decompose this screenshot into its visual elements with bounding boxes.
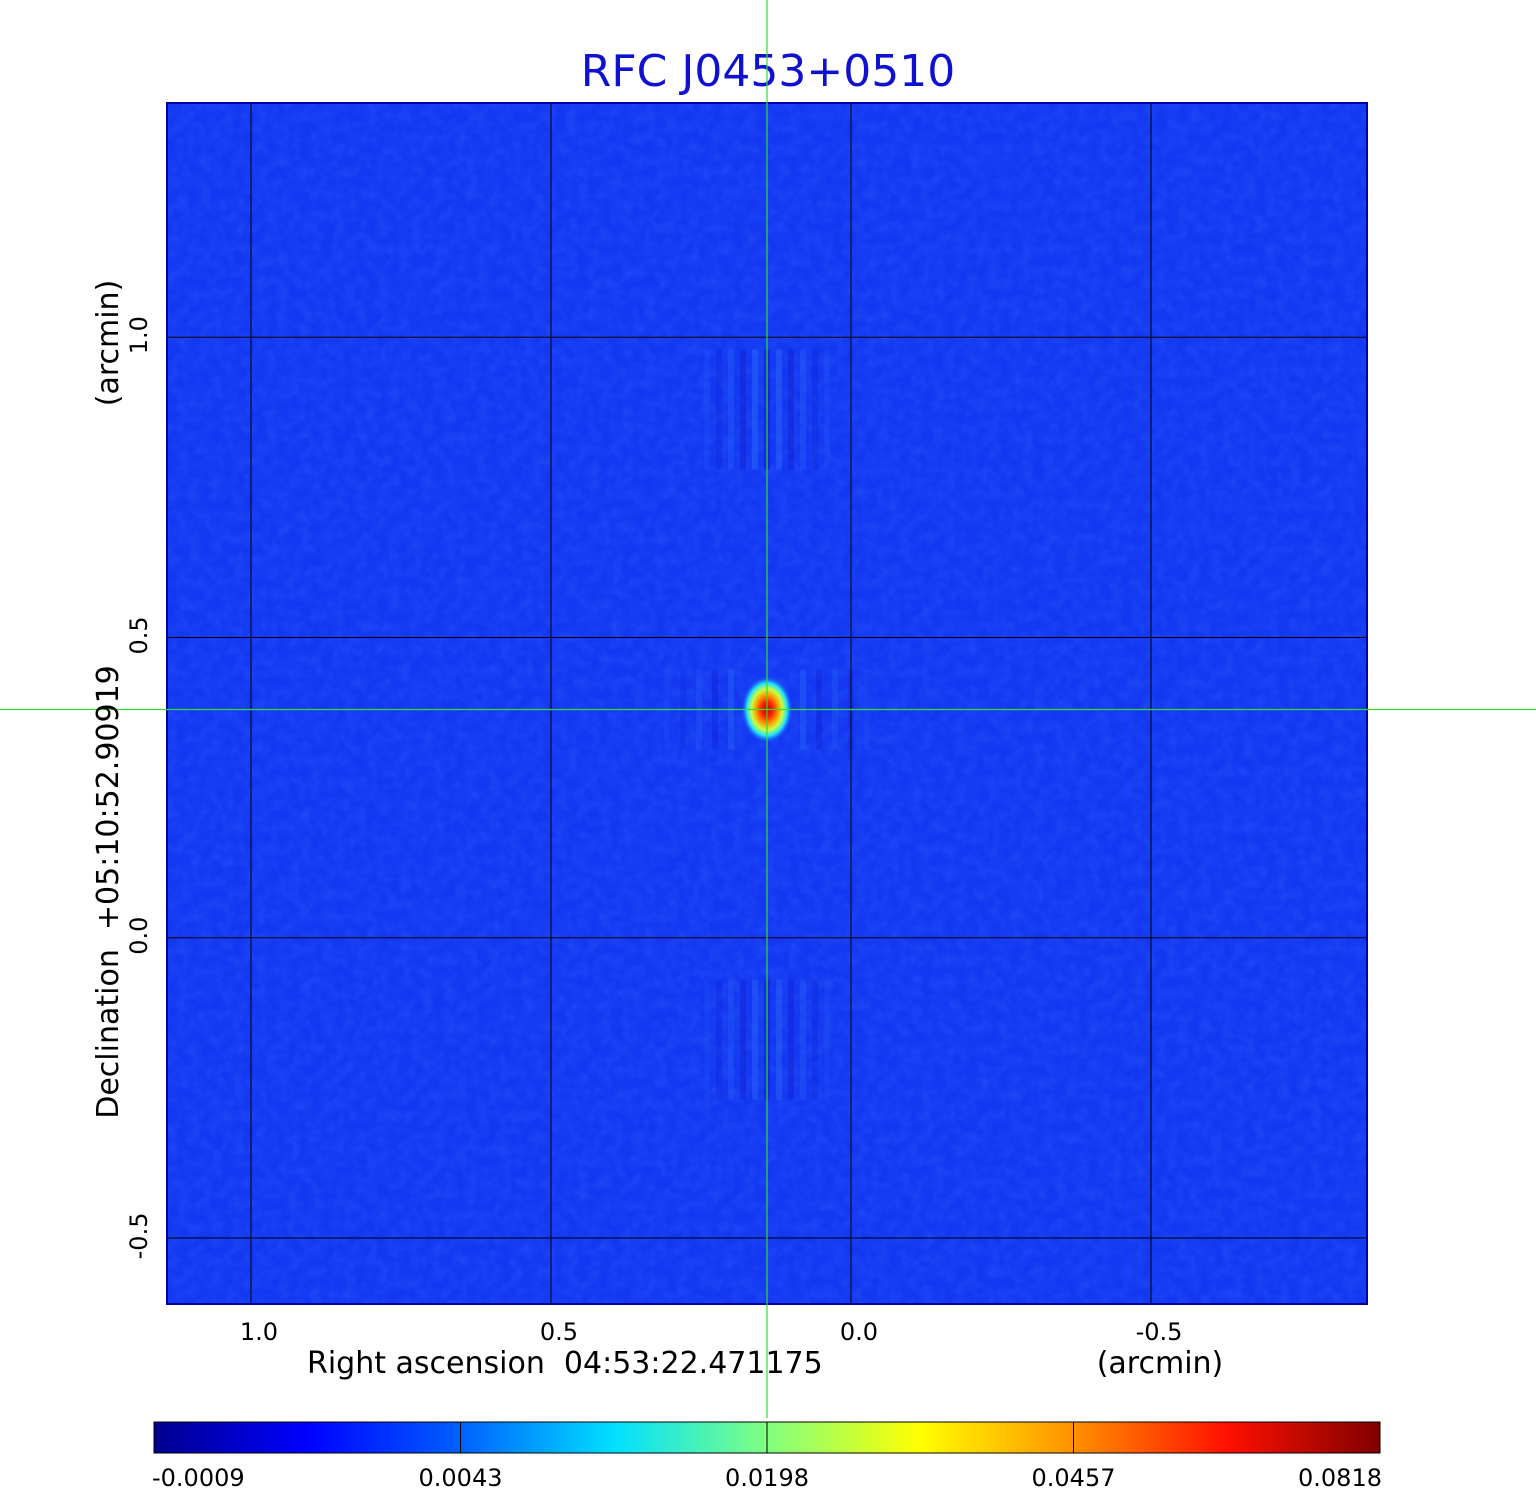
sidelobe-stripe [716, 349, 722, 470]
x-tick-labels: 1.0 0.5 0.0 -0.5 [240, 1318, 1183, 1346]
y-tick-labels: 1.0 0.5 0.0 -0.5 [125, 316, 153, 1259]
y-tick-label: 0.5 [125, 616, 153, 654]
sidelobe-stripe [740, 349, 746, 470]
x-tick-label: -0.5 [1136, 1318, 1183, 1346]
colorbar-tick-label: 0.0043 [419, 1464, 503, 1492]
sidelobe-stripe [704, 349, 710, 470]
chart-title: RFC J0453+0510 [581, 46, 955, 97]
y-axis-label: Declination +05:10:52.90919 [91, 665, 126, 1119]
x-axis-label: Right ascension 04:53:22.471175 [307, 1346, 823, 1381]
colorbar-tick-label: 0.0818 [1298, 1464, 1382, 1492]
sidelobe-stripe [788, 349, 794, 470]
y-axis-unit: (arcmin) [91, 280, 126, 407]
sidelobe-stripe [716, 979, 722, 1100]
sidelobe-stripe [752, 349, 758, 470]
sidelobe-stripe [812, 979, 818, 1100]
x-tick-label: 1.0 [240, 1318, 278, 1346]
x-axis-unit: (arcmin) [1097, 1346, 1224, 1381]
colorbar-tick-label: 0.0457 [1032, 1464, 1116, 1492]
sidelobe-stripe [728, 349, 734, 470]
sidelobe-stripe [824, 349, 830, 470]
sidelobe-stripe [776, 349, 782, 470]
sidelobe-stripe [740, 979, 746, 1100]
y-tick-label: -0.5 [125, 1213, 153, 1260]
sidelobe-stripe [800, 349, 806, 470]
colorbar-ticks: -0.0009 0.0043 0.0198 0.0457 0.0818 [152, 1422, 1382, 1492]
y-tick-label: 0.0 [125, 917, 153, 955]
sidelobe-stripe [788, 979, 794, 1100]
sidelobe-stripe [824, 979, 830, 1100]
sidelobe-stripe [752, 979, 758, 1100]
sidelobe-stripe [812, 349, 818, 470]
x-tick-label: 0.0 [840, 1318, 878, 1346]
y-tick-label: 1.0 [125, 316, 153, 354]
colorbar-tick-label: -0.0009 [152, 1464, 245, 1492]
sidelobe-stripe [800, 979, 806, 1100]
sidelobe-stripe [704, 979, 710, 1100]
sidelobe-stripe [728, 979, 734, 1100]
x-tick-label: 0.5 [540, 1318, 578, 1346]
colorbar-tick-label: 0.0198 [725, 1464, 809, 1492]
sidelobe-stripe [776, 979, 782, 1100]
